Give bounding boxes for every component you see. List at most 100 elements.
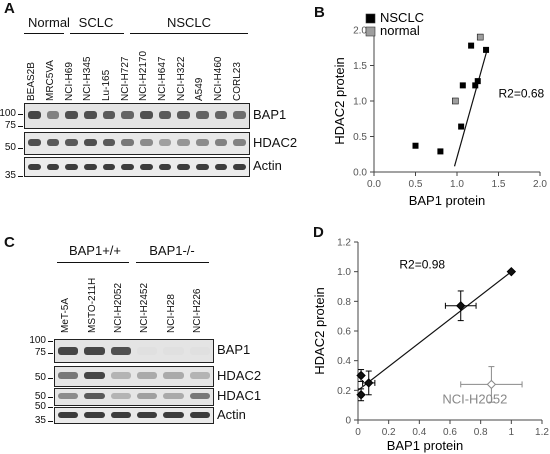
x-tick-label: 0.6 <box>443 427 457 438</box>
y-tick-label: 0.6 <box>337 327 351 338</box>
lane-label: MRC5VA <box>45 60 56 101</box>
y-tick-label: 1.5 <box>353 61 367 72</box>
blot-strip <box>24 157 250 177</box>
x-tick-label: 0.5 <box>409 179 423 190</box>
x-tick-label: 0.2 <box>382 427 396 438</box>
band <box>102 139 116 146</box>
legend-swatch <box>365 13 376 24</box>
mw-tick <box>18 126 23 127</box>
mw-tick <box>48 341 53 342</box>
band <box>196 164 209 170</box>
group-normal: Normal <box>28 15 70 30</box>
band <box>189 372 210 379</box>
data-point <box>476 33 484 41</box>
protein-label: Actin <box>253 158 282 173</box>
band <box>137 347 158 355</box>
lane-label: BEAS2B <box>26 62 38 101</box>
band <box>65 111 78 119</box>
band <box>84 164 97 170</box>
data-point <box>486 379 497 390</box>
band <box>28 111 41 119</box>
band <box>84 393 105 399</box>
x-tick-label: 1.2 <box>535 427 549 438</box>
band <box>121 111 134 119</box>
y-tick-label: 1.0 <box>337 267 351 278</box>
band <box>102 111 116 119</box>
mw-tick <box>48 378 53 379</box>
data-point <box>452 97 459 105</box>
trendline <box>357 271 512 391</box>
band <box>140 111 153 119</box>
band <box>65 139 78 146</box>
mw-marker: 75 <box>34 347 46 358</box>
band <box>58 412 79 418</box>
mw-marker: 50 <box>34 372 46 383</box>
lane-label: NCI-H2170 <box>138 50 150 101</box>
blot-strip <box>54 366 214 387</box>
lane-label: NCI-H647 <box>157 56 168 101</box>
band <box>110 372 131 379</box>
lane-label: MSTO-211H <box>86 277 98 333</box>
data-point <box>412 142 419 149</box>
lane-label: NCI-H2452 <box>139 282 151 333</box>
mw-marker: 100 <box>0 108 16 119</box>
band <box>214 139 228 146</box>
panel-b-scatter-chart: 0.0 0.5 1.0 1.5 2.0 0.0 0.5 1.0 1.5 2.0 BAP1 prote… <box>332 10 547 208</box>
band <box>121 164 134 170</box>
mw-marker: 35 <box>34 415 46 426</box>
lane-label: A549 <box>194 77 206 101</box>
blot-strip <box>54 339 214 363</box>
mw-marker: 50 <box>34 391 46 402</box>
data-point <box>364 378 374 388</box>
mw-tick <box>48 421 53 422</box>
band <box>58 372 79 379</box>
band <box>46 164 60 170</box>
data-point <box>506 266 517 277</box>
mw-marker: 50 <box>4 142 16 153</box>
panel-d-scatter-chart: 0 0.2 0.4 0.6 0.8 1 1.2 0 0.2 0.4 0.6 0.8 1.0 1.2 BAP1… <box>312 238 549 454</box>
y-tick-label: 0 <box>345 416 351 427</box>
group-bap1-wt-line <box>57 262 129 263</box>
point-label-nci-h2052: NCI-H2052 <box>442 392 507 407</box>
group-normal-line <box>24 33 64 34</box>
group-nsclc-line <box>130 33 248 34</box>
lane-label: NCI-H727 <box>119 56 131 101</box>
data-point <box>437 148 444 155</box>
y-tick-label: 1.0 <box>353 97 367 108</box>
blot-strip <box>24 103 250 129</box>
band <box>110 412 131 418</box>
mw-marker: 75 <box>4 120 16 131</box>
group-nsclc: NSCLC <box>166 15 212 30</box>
band <box>196 139 209 146</box>
protein-label: HDAC1 <box>217 388 262 403</box>
x-tick-label: 0.0 <box>367 179 381 190</box>
panel-label-a: A <box>4 0 15 17</box>
band <box>121 139 134 146</box>
band <box>137 372 158 379</box>
y-axis-title: HDAC2 protein <box>312 287 327 374</box>
y-tick-label: 2.0 <box>353 26 367 37</box>
r-squared-label: R2=0.68 <box>499 86 545 100</box>
band <box>110 347 131 355</box>
mw-marker: 35 <box>4 170 16 181</box>
band <box>28 139 41 146</box>
lane-label: NCI-H2052 <box>112 282 124 333</box>
band <box>158 164 172 170</box>
x-tick-label: 1.0 <box>450 179 464 190</box>
mw-marker: 100 <box>29 335 46 346</box>
band <box>233 164 246 170</box>
r-squared-label: R2=0.98 <box>399 258 445 272</box>
data-point <box>458 123 465 130</box>
x-tick-label: 1 <box>509 427 515 438</box>
protein-label: BAP1 <box>253 107 287 122</box>
lane-label: NCI-H345 <box>82 56 94 101</box>
band <box>137 412 158 418</box>
mw-tick <box>48 397 53 398</box>
lane-label: MeT-5A <box>60 297 72 333</box>
mw-marker: 50 <box>34 401 46 412</box>
band <box>137 393 158 399</box>
band <box>65 164 78 170</box>
data-point <box>356 390 366 400</box>
band <box>58 393 79 399</box>
band <box>196 111 209 119</box>
